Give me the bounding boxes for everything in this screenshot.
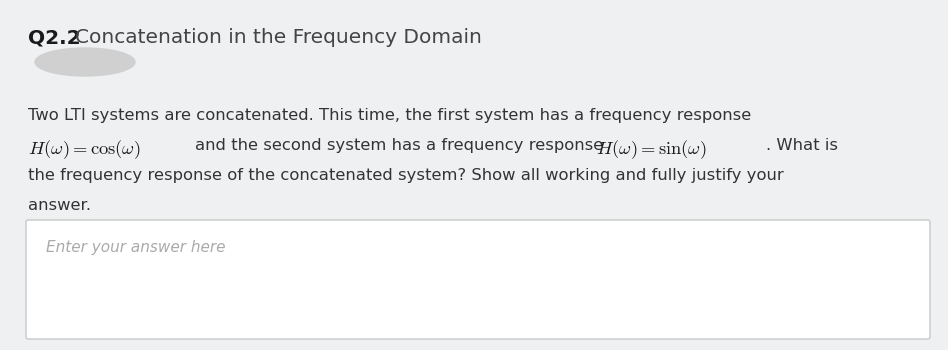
FancyBboxPatch shape (26, 220, 930, 339)
Text: . What is: . What is (766, 138, 838, 153)
Text: Enter your answer here: Enter your answer here (46, 240, 226, 255)
Text: $H(\omega) = \cos(\omega)$: $H(\omega) = \cos(\omega)$ (28, 138, 140, 161)
Ellipse shape (35, 48, 135, 76)
Text: $H(\omega) = \sin(\omega)$: $H(\omega) = \sin(\omega)$ (596, 138, 706, 161)
Text: Concatenation in the Frequency Domain: Concatenation in the Frequency Domain (75, 28, 482, 47)
Text: Two LTI systems are concatenated. This time, the first system has a frequency re: Two LTI systems are concatenated. This t… (28, 108, 751, 123)
Text: Q2.2: Q2.2 (28, 28, 81, 47)
Text: and the second system has a frequency response: and the second system has a frequency re… (195, 138, 603, 153)
Text: answer.: answer. (28, 198, 91, 213)
Text: the frequency response of the concatenated system? Show all working and fully ju: the frequency response of the concatenat… (28, 168, 784, 183)
